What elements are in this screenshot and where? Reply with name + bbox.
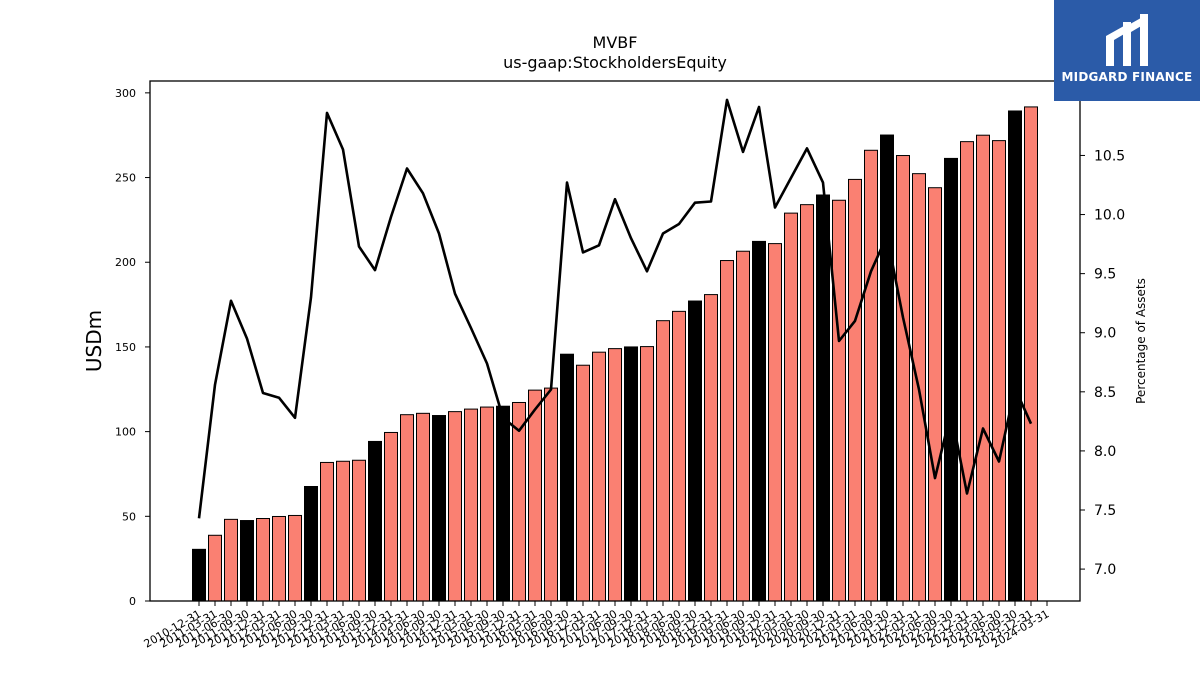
bar-2012-03-31 xyxy=(272,515,286,602)
y-tick-label: 0 xyxy=(129,595,136,608)
y-tick-label: 250 xyxy=(115,172,136,185)
bar-2017-03-31 xyxy=(592,351,606,602)
bar-2021-12-31 xyxy=(896,155,910,602)
bar-2020-12-31 xyxy=(832,199,846,602)
percentage-of-assets-line xyxy=(197,98,1033,519)
y2-tick-label: 8.0 xyxy=(1094,444,1116,460)
bar-2018-03-31 xyxy=(656,320,670,602)
x-axis: 2010-12-312011-03-312011-06-302011-09-30… xyxy=(142,601,1052,651)
bar-2013-09-30 xyxy=(368,440,382,602)
bar-2020-06-30 xyxy=(800,204,814,602)
y2-tick-label: 9.0 xyxy=(1094,326,1116,342)
bar-2011-03-31 xyxy=(208,534,222,602)
bar-2016-06-30 xyxy=(544,387,558,602)
bar-2014-06-30 xyxy=(416,412,430,602)
y-tick-label: 100 xyxy=(115,426,136,439)
bar-2011-12-31 xyxy=(256,518,270,602)
bar-2012-09-30 xyxy=(304,485,318,602)
bar-2014-12-31 xyxy=(448,411,462,602)
bar-2013-03-31 xyxy=(336,460,350,602)
bar-2011-09-30 xyxy=(240,520,254,602)
bar-2021-03-31 xyxy=(848,178,862,602)
bar-2010-12-31 xyxy=(192,548,206,602)
y2-tick-label: 7.5 xyxy=(1094,503,1116,519)
y2-tick-label: 9.5 xyxy=(1094,267,1116,283)
bar-2019-12-31 xyxy=(768,243,782,602)
bar-2023-06-30 xyxy=(992,140,1006,602)
chart-subtitle: us-gaap:StockholdersEquity xyxy=(503,53,727,72)
bar-2015-12-31 xyxy=(512,401,526,602)
bar-2023-12-31 xyxy=(1024,106,1038,602)
bar-2013-12-31 xyxy=(384,431,398,602)
bar-2022-09-30 xyxy=(944,157,958,602)
bar-2016-09-30 xyxy=(560,353,574,602)
bar-2017-09-30 xyxy=(624,346,638,602)
bar-2022-12-31 xyxy=(960,141,974,602)
bar-2013-06-30 xyxy=(352,459,366,602)
bar-2016-03-31 xyxy=(528,389,542,602)
bar-2018-12-31 xyxy=(704,294,718,602)
bar-2015-06-30 xyxy=(480,406,494,602)
y2-tick-label: 7.0 xyxy=(1094,562,1116,578)
line-group xyxy=(197,98,1033,519)
bar-2023-03-31 xyxy=(976,134,990,602)
bar-2016-12-31 xyxy=(576,364,590,602)
bar-2012-12-31 xyxy=(320,461,334,602)
bar-2019-09-30 xyxy=(752,240,766,602)
bar-2018-09-30 xyxy=(688,300,702,602)
y-axis-label-left: USDm xyxy=(82,310,106,372)
bar-2014-09-30 xyxy=(432,415,446,602)
bar-2021-09-30 xyxy=(880,134,894,602)
bar-2020-09-30 xyxy=(816,194,830,602)
logo-badge: MIDGARD FINANCE xyxy=(1054,0,1200,101)
bar-2023-09-30 xyxy=(1008,110,1022,602)
y-tick-label: 300 xyxy=(115,87,136,100)
chart-title: MVBF xyxy=(593,33,638,52)
logo-text: MIDGARD FINANCE xyxy=(1061,70,1193,84)
bar-2011-06-30 xyxy=(224,518,238,602)
bar-2019-06-30 xyxy=(736,250,750,602)
y2-tick-label: 10.0 xyxy=(1094,208,1125,224)
bar-2017-12-31 xyxy=(640,346,654,602)
y-tick-label: 50 xyxy=(122,510,136,523)
bar-2021-06-30 xyxy=(864,149,878,602)
bar-2015-09-30 xyxy=(496,405,510,602)
midgard-logo-icon xyxy=(1106,14,1148,66)
y-axis-left: 0 50 100 150 200 250 300 xyxy=(115,87,150,608)
bar-2018-06-30 xyxy=(672,310,686,602)
y-axis-right: 7.0 7.5 8.0 8.5 9.0 9.5 10.0 10.5 xyxy=(1080,148,1125,578)
bar-2015-03-31 xyxy=(464,408,478,602)
y2-tick-label: 8.5 xyxy=(1094,385,1116,401)
y-tick-label: 150 xyxy=(115,341,136,354)
bar-2014-03-31 xyxy=(400,414,414,602)
bar-2020-03-31 xyxy=(784,212,798,602)
y-axis-label-right: Percentage of Assets xyxy=(1134,278,1148,404)
bar-2012-06-30 xyxy=(288,514,302,602)
bar-2019-03-31 xyxy=(720,260,734,602)
bar-2022-06-30 xyxy=(928,187,942,602)
y-tick-label: 200 xyxy=(115,256,136,269)
y2-tick-label: 10.5 xyxy=(1094,148,1125,164)
bar-2017-06-30 xyxy=(608,348,622,602)
